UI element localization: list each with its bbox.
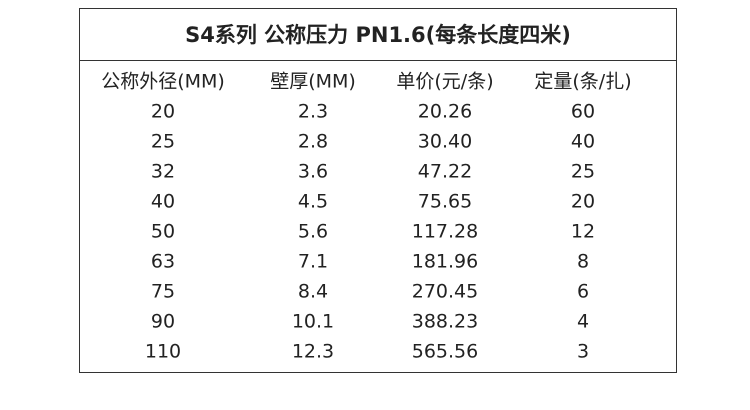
table-cell: 25: [151, 131, 175, 153]
table-cell: 32: [151, 161, 175, 183]
table-cell: 8.4: [298, 281, 328, 303]
table-cell: 2.3: [298, 101, 328, 123]
table-cell: 20: [571, 191, 595, 213]
header-cell: 公称外径(MM): [101, 71, 225, 93]
table-cell: 10.1: [292, 311, 334, 333]
table-cell: 90: [151, 311, 175, 333]
table-cell: 47.22: [418, 161, 472, 183]
table-title: S4系列 公称压力 PN1.6(每条长度四米): [185, 23, 571, 47]
table-cell: 20.26: [418, 101, 472, 123]
table-cell: 4.5: [298, 191, 328, 213]
table-cell: 388.23: [412, 311, 478, 333]
table-cell: 50: [151, 221, 175, 243]
table-cell: 565.56: [412, 341, 478, 363]
table-border: [79, 8, 677, 373]
table-cell: 12: [571, 221, 595, 243]
table-cell: 3.6: [298, 161, 328, 183]
table-cell: 12.3: [292, 341, 334, 363]
table-cell: 20: [151, 101, 175, 123]
table-cell: 63: [151, 251, 175, 273]
table-cell: 8: [577, 251, 589, 273]
table-cell: 2.8: [298, 131, 328, 153]
table-cell: 270.45: [412, 281, 478, 303]
table-cell: 75: [151, 281, 175, 303]
table-cell: 117.28: [412, 221, 478, 243]
table-cell: 40: [571, 131, 595, 153]
header-cell: 定量(条/扎): [534, 71, 631, 93]
table-cell: 7.1: [298, 251, 328, 273]
table-cell: 40: [151, 191, 175, 213]
table-cell: 5.6: [298, 221, 328, 243]
table-cell: 181.96: [412, 251, 478, 273]
table-cell: 110: [145, 341, 181, 363]
header-cell: 壁厚(MM): [270, 71, 356, 93]
table-cell: 25: [571, 161, 595, 183]
table-cell: 6: [577, 281, 589, 303]
table-cell: 75.65: [418, 191, 472, 213]
table-cell: 4: [577, 311, 589, 333]
table-cell: 30.40: [418, 131, 472, 153]
table-cell: 3: [577, 341, 589, 363]
table-cell: 60: [571, 101, 595, 123]
header-cell: 单价(元/条): [396, 71, 493, 93]
